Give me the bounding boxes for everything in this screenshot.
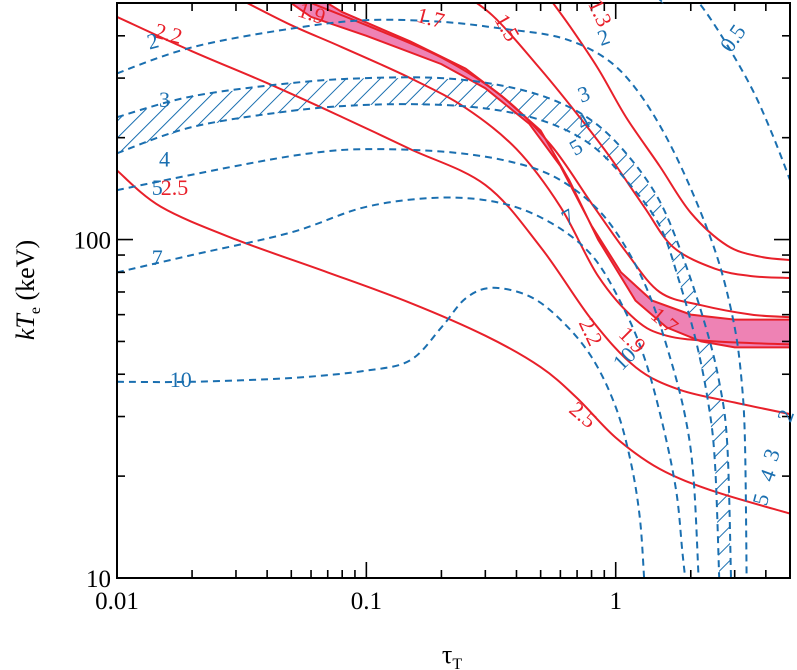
contour-label: 0.5 <box>715 20 751 57</box>
axes: 0.01 0.1 1 10 100 <box>74 2 791 615</box>
contour-label: 5 <box>152 175 163 200</box>
contour-label: 2.2 <box>574 314 608 349</box>
contour-label: 3 <box>758 445 785 464</box>
contour-label: 2.5 <box>161 175 189 200</box>
red-contour-1.3 <box>551 3 790 261</box>
contour-label: 2.5 <box>565 396 602 433</box>
contour-label: 1.9 <box>295 0 329 29</box>
blue-contour-10 <box>117 286 646 578</box>
red-contour-2.2 <box>117 15 790 416</box>
x-tick-label: 0.01 <box>95 588 139 615</box>
contour-label: 10 <box>170 367 192 392</box>
blue-contour-4 <box>117 103 721 578</box>
red-contour-1.7 <box>310 3 790 319</box>
blue-hatched-band <box>117 78 731 578</box>
y-tick-label: 10 <box>86 566 111 593</box>
blue-contour-5 <box>117 148 700 578</box>
contour-label: 2 <box>594 24 613 51</box>
blue-contour-0.5 <box>697 3 790 181</box>
x-axis-title: τT <box>442 640 462 670</box>
contour-label: 3 <box>159 87 170 112</box>
y-tick-label: 100 <box>74 228 112 255</box>
contour-label: 1 <box>653 0 677 8</box>
red-contour-2.5 <box>117 169 790 515</box>
x-tick-label: 0.1 <box>351 588 382 615</box>
contour-label: 5 <box>747 491 774 508</box>
red-contour-1.9 <box>245 3 790 346</box>
contour-label: 4 <box>159 147 170 172</box>
contour-label: 7 <box>152 245 163 270</box>
contour-label: 1.5 <box>490 9 525 45</box>
blue-contour-7 <box>117 196 687 578</box>
x-tick-label: 1 <box>609 588 622 615</box>
y-axis-title: kTe (keV) <box>11 240 44 340</box>
contour-label: 4 <box>754 466 781 485</box>
blue-contour-2 <box>117 18 748 578</box>
plot-frame <box>116 2 791 579</box>
contour-label: 7 <box>557 203 579 230</box>
contour-label: 2 <box>772 406 797 425</box>
contour-label: 3 <box>574 80 593 107</box>
plot-area <box>117 3 790 578</box>
blue-contour-3 <box>117 76 732 578</box>
